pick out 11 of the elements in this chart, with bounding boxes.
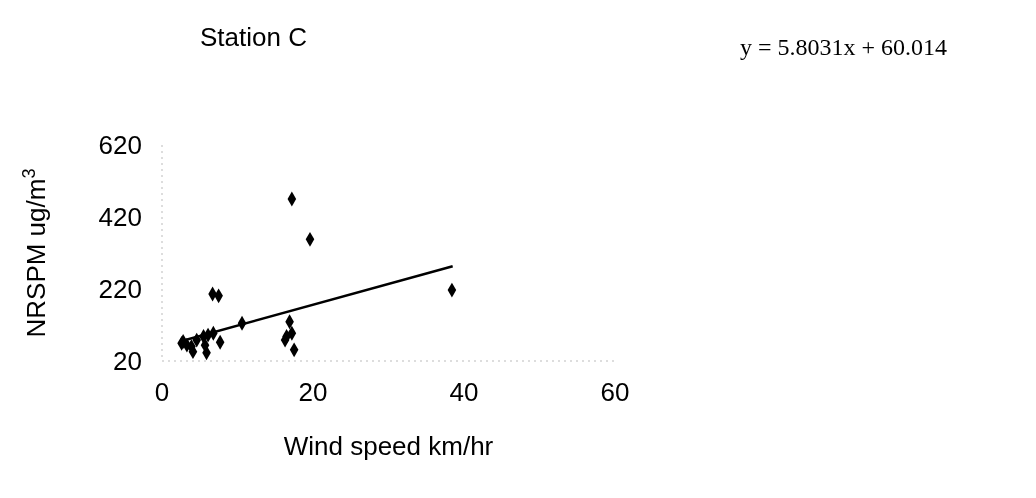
x-tick-label: 60 bbox=[600, 377, 630, 408]
x-tick-label: 0 bbox=[154, 377, 170, 408]
y-tick-label: 420 bbox=[98, 202, 142, 233]
y-tick-label: 20 bbox=[113, 346, 142, 377]
y-tick-label: 620 bbox=[98, 130, 142, 161]
x-tick-label: 20 bbox=[298, 377, 328, 408]
chart-title: Station C bbox=[200, 22, 307, 53]
x-axis-title: Wind speed km/hr bbox=[283, 431, 494, 461]
y-tick-label: 220 bbox=[98, 274, 142, 305]
text: y = 5.8031x + 60.014 bbox=[740, 34, 948, 61]
x-tick-label: 40 bbox=[449, 377, 479, 408]
